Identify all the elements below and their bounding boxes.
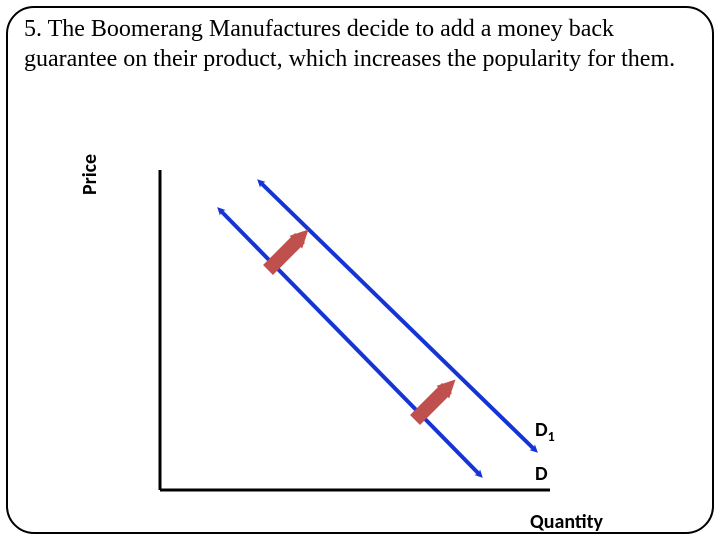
demand-curve-d (220, 210, 480, 475)
shift-arrow-top (268, 238, 300, 270)
x-axis-label: Quantity (530, 510, 603, 534)
shift-arrow-bottom (415, 388, 447, 420)
question-text: 5. The Boomerang Manufactures decide to … (24, 14, 696, 74)
demand-chart (100, 170, 620, 510)
demand-curve-d1 (260, 182, 535, 450)
chart-svg (100, 170, 620, 510)
y-axis-label: Price (78, 154, 102, 195)
